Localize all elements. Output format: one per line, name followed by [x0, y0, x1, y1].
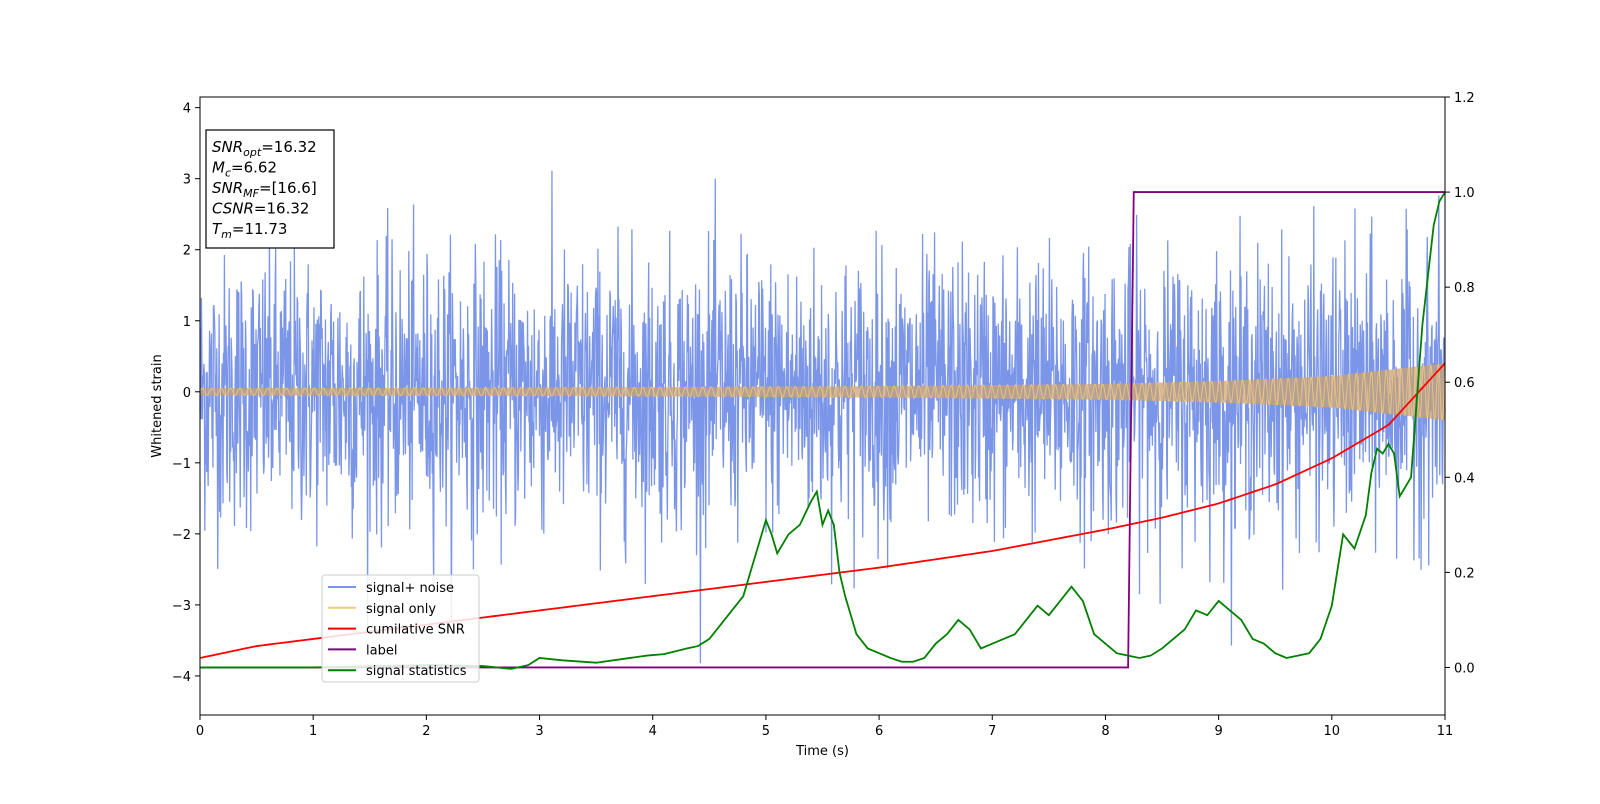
y-right-tick-label: 0.2 [1454, 566, 1475, 581]
noise-series-group [199, 170, 1446, 664]
info-subscript: MF [243, 187, 259, 200]
y-left-tick-label: −2 [172, 528, 191, 543]
signal-only-series-group [199, 363, 1446, 421]
y-axis-label: Whitened strain [150, 354, 165, 457]
info-box-frame [205, 129, 335, 249]
legend: signal+ noise signal only cumilative SNR la… [321, 574, 480, 683]
signal-statistics-line [200, 191, 1446, 670]
legend-frame [321, 574, 480, 683]
x-tick-label: 1 [309, 724, 317, 739]
x-tick-label: 2 [422, 724, 430, 739]
y-right-tick-label: 1.0 [1454, 186, 1475, 201]
info-value: =[16.6] [259, 179, 317, 197]
noise-line [199, 170, 1446, 664]
info-symbol: CSNR [212, 200, 254, 218]
info-value: =16.32 [261, 138, 317, 156]
plot-frame [199, 96, 1446, 716]
info-value: =11.73 [232, 220, 288, 238]
legend-label: signal statistics [366, 664, 467, 679]
y-left-tick-label: −3 [172, 599, 191, 614]
y-left-tick-label: −4 [172, 670, 191, 685]
x-axis-ticks: 0 1 2 3 4 5 6 7 8 9 10 11 [196, 715, 1453, 739]
x-tick-label: 3 [535, 724, 543, 739]
x-tick-label: 10 [1324, 724, 1341, 739]
info-symbol: M [212, 159, 225, 177]
info-symbol: SNR [212, 179, 243, 197]
x-tick-label: 0 [196, 724, 204, 739]
y-axis-left-ticks: −4 −3 −2 −1 0 1 2 3 4 [172, 102, 200, 685]
y-left-tick-label: −1 [172, 457, 191, 472]
legend-label: cumilative SNR [366, 623, 465, 638]
info-symbol: T [212, 220, 223, 238]
info-box-row: SNRMF=[16.6] [212, 179, 317, 200]
x-tick-label: 9 [1214, 724, 1222, 739]
y-left-tick-label: 2 [183, 244, 191, 259]
x-tick-label: 4 [649, 724, 657, 739]
info-box-row: CSNR=16.32 [212, 200, 309, 218]
info-box-row: Mc=6.62 [212, 159, 277, 180]
x-axis-label: Time (s) [795, 744, 849, 759]
y-right-tick-label: 0.4 [1454, 471, 1475, 486]
info-box: SNRopt=16.32Mc=6.62SNRMF=[16.6]CSNR=16.3… [205, 129, 335, 249]
info-symbol: SNR [212, 138, 243, 156]
x-tick-label: 7 [988, 724, 996, 739]
info-box-row: Tm=11.73 [212, 220, 287, 241]
legend-label: signal only [366, 602, 436, 617]
x-tick-label: 5 [762, 724, 770, 739]
y-right-tick-label: 0.8 [1454, 281, 1475, 296]
info-box-row: SNRopt=16.32 [212, 138, 317, 159]
x-tick-label: 8 [1101, 724, 1109, 739]
y-right-tick-label: 0.6 [1454, 376, 1475, 391]
y-left-tick-label: 4 [183, 102, 191, 117]
y-left-tick-label: 3 [183, 173, 191, 188]
legend-label: label [366, 643, 397, 658]
info-value: =16.32 [254, 200, 310, 218]
info-subscript: opt [243, 146, 262, 159]
y-axis-right-ticks: 0.0 0.2 0.4 0.6 0.8 1.0 1.2 [1445, 91, 1475, 676]
y-right-tick-label: 0.0 [1454, 661, 1475, 676]
info-value: =6.62 [231, 159, 277, 177]
y-left-tick-label: 0 [183, 386, 191, 401]
x-tick-label: 11 [1437, 724, 1454, 739]
x-tick-label: 6 [875, 724, 883, 739]
y-left-tick-label: 1 [183, 315, 191, 330]
info-subscript: m [221, 228, 232, 241]
legend-label: signal+ noise [366, 581, 454, 596]
y-right-tick-label: 1.2 [1454, 91, 1475, 106]
label-line [200, 191, 1445, 669]
signal-only-line [199, 363, 1446, 421]
info-subscript: c [225, 167, 231, 180]
